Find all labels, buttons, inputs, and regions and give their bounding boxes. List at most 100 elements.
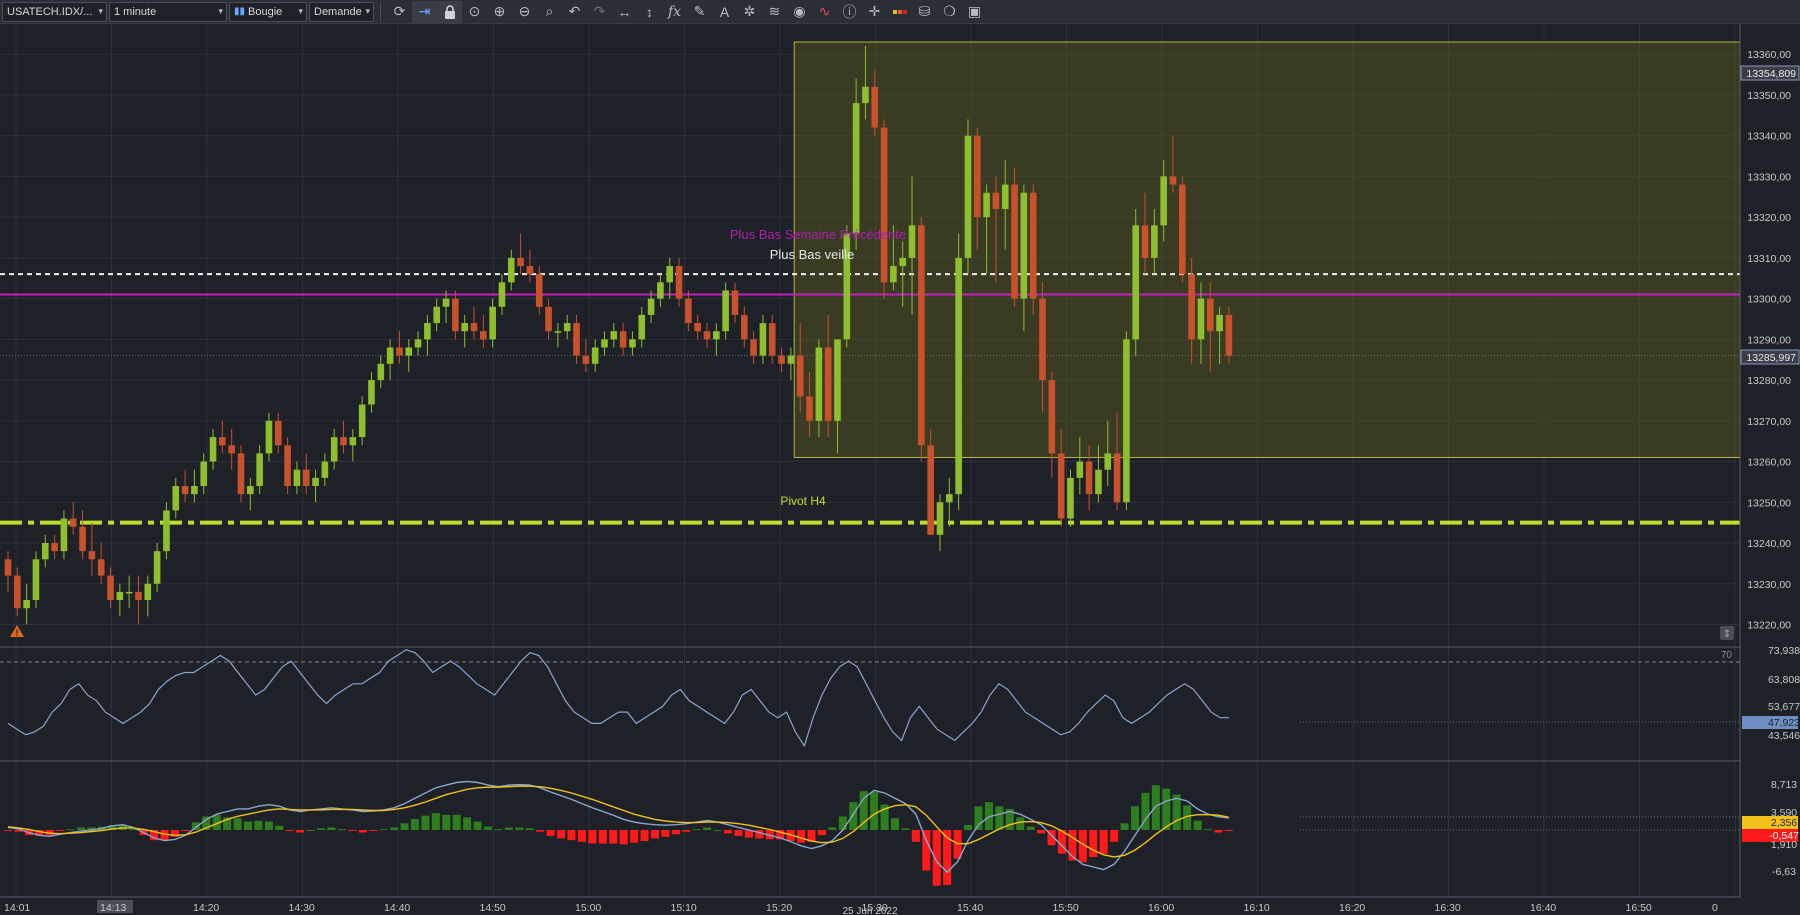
redo-icon[interactable]: ↷ <box>593 3 606 19</box>
candle-body <box>1216 314 1223 332</box>
candle-body <box>293 469 301 486</box>
candle-body <box>862 86 869 104</box>
macd-histogram-bar <box>1078 830 1087 863</box>
paint-icon[interactable]: ⛁ <box>918 3 931 19</box>
palette-icon[interactable] <box>887 1 912 23</box>
macd-histogram-bar <box>494 829 503 831</box>
candle-body <box>908 225 916 258</box>
candle-body <box>452 298 459 332</box>
candle-body <box>1029 192 1037 299</box>
template-icon[interactable]: ❍ <box>943 3 956 19</box>
symbol-select[interactable]: USATECH.IDX/... ▾ <box>2 1 107 22</box>
zoom-area-icon[interactable]: ⌕ <box>545 3 554 19</box>
macd-axis-tick: 8,713 <box>1771 779 1797 791</box>
rsi-axis-tick: 53,677 <box>1768 701 1800 713</box>
price-axis-tick: 13350,00 <box>1747 90 1791 102</box>
candle-body <box>507 257 515 283</box>
candle-body <box>1085 461 1093 495</box>
fit-vertical-icon[interactable]: ↕ <box>646 3 653 20</box>
macd-histogram-bar <box>870 791 879 830</box>
macd-histogram-bar <box>525 828 534 830</box>
macd-histogram-bar <box>776 830 785 840</box>
candle-body <box>955 257 962 495</box>
candle-body <box>125 591 133 594</box>
macd-histogram-bar <box>1047 830 1056 846</box>
candle-body <box>181 485 189 495</box>
chart-type-select[interactable]: ▮▮ Bougie ▾ <box>229 1 307 22</box>
macd-histogram-bar <box>254 820 263 830</box>
pivot-label: Pivot H4 <box>780 494 826 508</box>
zoom-in-icon[interactable]: ⊕ <box>493 3 506 19</box>
save-icon[interactable]: ▣ <box>967 3 982 19</box>
candle-body <box>563 323 571 332</box>
time-axis[interactable] <box>0 898 1740 915</box>
macd-histogram-bar <box>964 824 973 830</box>
macd-histogram-bar <box>995 806 1004 830</box>
candle-body <box>144 583 152 601</box>
candle-body <box>302 469 310 486</box>
price-axis-tick: 13310,00 <box>1747 253 1791 265</box>
level-lines[interactable] <box>0 273 1740 525</box>
candle-body <box>1095 469 1102 495</box>
zoom-reset-icon[interactable]: ⊙ <box>468 3 481 19</box>
macd-histogram-bar <box>661 830 670 837</box>
timeframe-select[interactable]: 1 minute ▾ <box>109 1 227 22</box>
macd-histogram-bar <box>546 830 555 836</box>
layers-icon[interactable]: ≋ <box>768 3 781 19</box>
macd-histogram-bar <box>734 830 743 836</box>
macd-histogram-bar <box>452 814 461 830</box>
macd-histogram-bar <box>901 828 910 830</box>
text-icon[interactable]: A <box>719 3 730 20</box>
timeframe-select-value: 1 minute <box>114 5 157 18</box>
candle-body <box>1169 176 1177 185</box>
candle-body <box>1048 380 1056 454</box>
candle-body <box>554 331 562 333</box>
zoom-out-icon[interactable]: ⊖ <box>518 3 531 19</box>
price-axis[interactable] <box>1740 24 1800 915</box>
candle-body <box>107 575 114 601</box>
candle-body <box>731 290 739 315</box>
toolbar: USATECH.IDX/... ▾ 1 minute ▾ ▮▮ Bougie ▾… <box>0 0 1800 24</box>
chart-area[interactable]: Plus Bas Semaine Précédente Plus Bas vei… <box>0 24 1800 915</box>
info-icon[interactable]: ⓘ <box>842 3 857 20</box>
candle-body <box>666 266 674 283</box>
lock-icon[interactable] <box>437 0 462 23</box>
macd-histogram-bar <box>630 830 639 843</box>
indicator-icon[interactable]: ∿ <box>818 3 831 19</box>
price-axis-tick: 13270,00 <box>1747 416 1791 428</box>
crosshair-icon[interactable]: ✛ <box>868 3 881 19</box>
candle-body <box>433 306 441 324</box>
macd-histogram-bar <box>1214 830 1223 833</box>
range-box[interactable] <box>793 41 1741 458</box>
candle-body <box>498 282 506 307</box>
fit-horizontal-icon[interactable]: ↔ <box>617 3 632 20</box>
candle-body <box>23 600 30 609</box>
macd-signal-tag-text: 2,356 <box>1771 817 1797 829</box>
macd-histogram-bar <box>358 830 367 833</box>
price-side-select[interactable]: Demande ▾ <box>309 1 374 22</box>
refresh-icon[interactable]: ⟳ <box>393 3 406 19</box>
auto-scroll-icon[interactable]: ⇥ <box>412 0 437 23</box>
grid-lines <box>0 24 1740 897</box>
chart-background <box>0 24 1800 915</box>
time-axis-label: 15:20 <box>766 902 792 914</box>
macd-histogram-bar <box>463 817 472 830</box>
function-icon[interactable]: fx <box>667 3 682 20</box>
scale-handle-icon[interactable]: ⇕ <box>1720 626 1734 640</box>
pencil-icon[interactable]: ✎ <box>693 3 706 19</box>
candle-body <box>936 502 944 535</box>
undo-icon[interactable]: ↶ <box>568 3 581 19</box>
warning-icon[interactable]: ! <box>10 625 24 638</box>
macd-histogram-bar <box>755 830 764 839</box>
candle-body <box>368 380 375 405</box>
candle-body <box>265 420 273 454</box>
time-axis-label: 15:50 <box>1053 902 1079 914</box>
candle-body <box>899 257 907 267</box>
price-side-select-value: Demande <box>314 5 362 18</box>
macd-histogram-bar <box>264 821 273 830</box>
cross-icon[interactable]: ✲ <box>743 3 756 19</box>
candle-body <box>619 331 627 348</box>
eye-icon[interactable]: ◉ <box>793 3 806 19</box>
candle-body <box>535 274 543 307</box>
rsi-pane: 70 <box>0 649 1740 748</box>
